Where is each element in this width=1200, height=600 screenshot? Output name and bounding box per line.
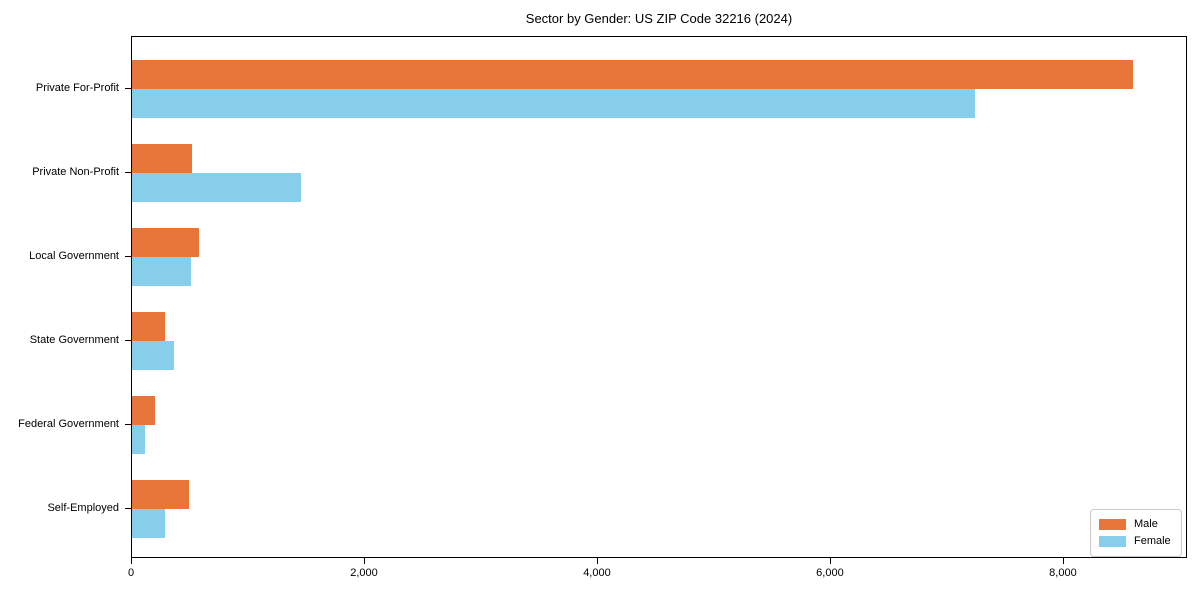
legend-item-female: Female bbox=[1099, 533, 1173, 550]
x-tick-mark bbox=[1062, 558, 1064, 564]
x-tick-label: 2,000 bbox=[350, 567, 378, 579]
plot-area bbox=[131, 36, 1187, 558]
legend-item-male: Male bbox=[1099, 516, 1173, 533]
legend-swatch-male bbox=[1099, 519, 1126, 530]
y-tick-mark bbox=[125, 172, 131, 173]
legend-label: Male bbox=[1134, 518, 1158, 530]
bar-female-local-government bbox=[132, 257, 192, 286]
bar-female-federal-government bbox=[132, 425, 145, 454]
y-tick-label: Federal Government bbox=[18, 418, 119, 430]
legend-label: Female bbox=[1134, 535, 1171, 547]
y-tick-mark bbox=[125, 256, 131, 257]
x-tick-mark bbox=[829, 558, 831, 564]
x-tick-label: 4,000 bbox=[583, 567, 611, 579]
x-tick-label: 6,000 bbox=[816, 567, 844, 579]
y-tick-label: Private Non-Profit bbox=[32, 166, 119, 178]
y-tick-label: State Government bbox=[29, 334, 119, 346]
bar-male-private-for-profit bbox=[132, 60, 1134, 89]
legend-swatch-female bbox=[1099, 536, 1126, 547]
x-tick-mark bbox=[363, 558, 365, 564]
y-tick-mark bbox=[125, 88, 131, 89]
bar-male-self-employed bbox=[132, 480, 189, 509]
bar-female-private-non-profit bbox=[132, 173, 301, 202]
bar-male-private-non-profit bbox=[132, 144, 193, 173]
bar-female-self-employed bbox=[132, 509, 166, 538]
x-tick-label: 0 bbox=[127, 567, 135, 579]
bar-female-state-government bbox=[132, 341, 174, 370]
y-tick-label: Local Government bbox=[29, 250, 119, 262]
x-tick-mark bbox=[131, 558, 132, 564]
y-tick-label: Self-Employed bbox=[47, 502, 119, 514]
x-tick-mark bbox=[596, 558, 598, 564]
y-tick-mark bbox=[125, 424, 131, 425]
y-tick-label: Private For-Profit bbox=[35, 82, 119, 94]
chart-title: Sector by Gender: US ZIP Code 32216 (202… bbox=[525, 11, 793, 26]
legend: Male Female bbox=[1090, 509, 1182, 557]
bar-male-state-government bbox=[132, 312, 165, 341]
bar-female-private-for-profit bbox=[132, 89, 975, 118]
bar-male-local-government bbox=[132, 228, 200, 257]
x-tick-label: 8,000 bbox=[1049, 567, 1077, 579]
y-tick-mark bbox=[125, 340, 131, 341]
bar-male-federal-government bbox=[132, 396, 156, 425]
y-tick-mark bbox=[125, 508, 131, 509]
